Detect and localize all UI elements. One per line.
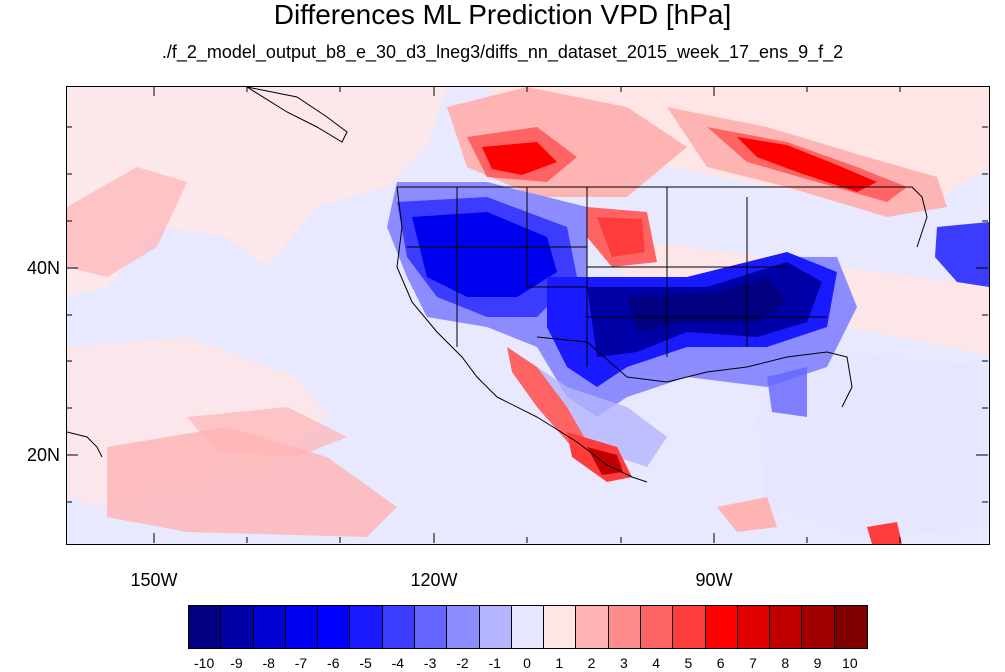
colorbar-swatch — [318, 606, 351, 648]
colorbar-swatch — [802, 606, 835, 648]
colorbar-swatch — [673, 606, 706, 648]
colorbar-tick-label: 7 — [749, 655, 757, 671]
colorbar-swatch — [253, 606, 286, 648]
colorbar-tick-label: 0 — [523, 655, 531, 671]
colorbar-tick-label: 8 — [781, 655, 790, 671]
colorbar-tick-label: -6 — [327, 655, 340, 671]
map-title: Differences ML Prediction VPD [hPa] — [273, 0, 732, 30]
colorbar-tick-label: 3 — [619, 655, 628, 671]
colorbar-swatch — [382, 606, 415, 648]
lon-label-90w: 90W — [695, 570, 733, 590]
colorbar-tick-label: 10 — [842, 655, 858, 671]
colorbar-swatch — [640, 606, 674, 648]
vpd-difference-field — [67, 87, 989, 544]
colorbar-tick-label: -8 — [262, 655, 275, 671]
lon-label-150w: 150W — [130, 570, 178, 590]
colorbar-swatch — [770, 606, 803, 648]
lon-label-120w: 120W — [410, 570, 458, 590]
map-subtitle: ./f_2_model_output_b8_e_30_d3_lneg3/diff… — [161, 42, 844, 62]
colorbar-swatch — [479, 606, 512, 648]
colorbar-tick-label: -9 — [230, 655, 243, 671]
colorbar-swatch — [189, 606, 222, 648]
colorbar-tick-label: -5 — [359, 655, 372, 671]
colorbar-swatch — [414, 606, 448, 648]
colorbar-swatch — [737, 606, 771, 648]
colorbar-swatch — [285, 606, 319, 648]
colorbar-swatch — [350, 606, 383, 648]
colorbar-tick-label: 2 — [587, 655, 596, 671]
colorbar-swatch — [834, 606, 867, 648]
colorbar-tick-label: -1 — [488, 655, 501, 671]
colorbar-tick-label: -10 — [194, 655, 215, 671]
colorbar-tick-label: 6 — [716, 655, 725, 671]
map-panel — [66, 86, 990, 545]
colorbar-tick-label: -2 — [456, 655, 469, 671]
colorbar-tick-label: -7 — [294, 655, 308, 671]
colorbar-swatch — [608, 606, 641, 648]
colorbar-tick-label: 5 — [684, 655, 693, 671]
colorbar-swatch — [544, 606, 577, 648]
colorbar — [188, 605, 868, 649]
lat-label-20n: 20N — [26, 445, 60, 465]
colorbar-swatch — [576, 606, 609, 648]
colorbar-swatch — [511, 606, 545, 648]
colorbar-tick-label: -4 — [391, 655, 405, 671]
colorbar-tick-label: -3 — [423, 655, 437, 671]
lat-label-40n: 40N — [26, 258, 60, 278]
colorbar-tick-label: 9 — [813, 655, 822, 671]
colorbar-tick-label: 4 — [652, 655, 661, 671]
colorbar-swatch — [447, 606, 480, 648]
colorbar-swatch — [705, 606, 738, 648]
colorbar-tick-label: 1 — [555, 655, 564, 671]
colorbar-swatch — [221, 606, 254, 648]
